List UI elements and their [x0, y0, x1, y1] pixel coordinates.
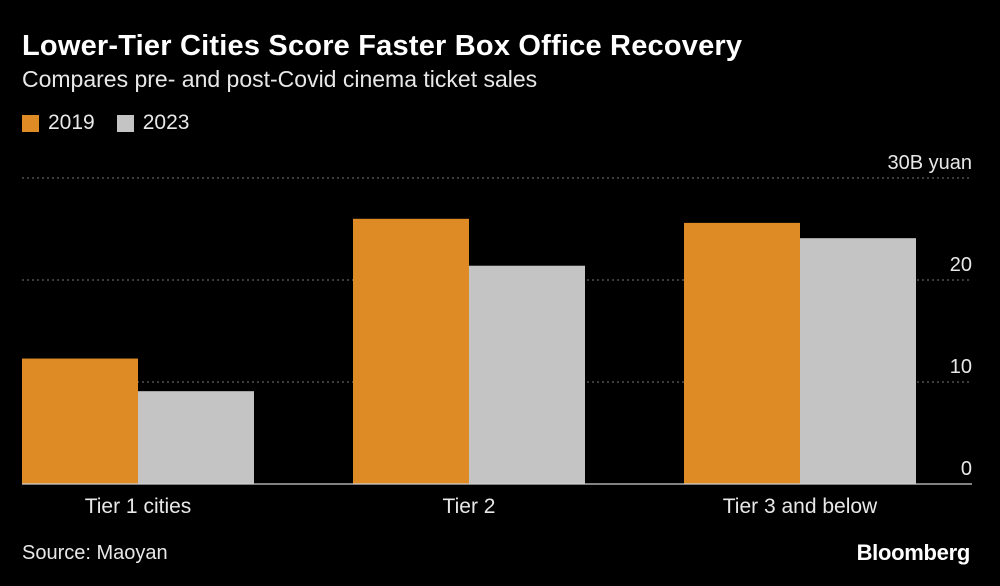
y-tick-label-20: 20	[950, 254, 972, 276]
legend-swatch-2019	[22, 114, 39, 132]
legend: 2019 2023	[22, 111, 211, 135]
legend-label-2023: 2023	[142, 111, 190, 134]
y-tick-label-30: 30B yuan	[887, 152, 972, 174]
x-tick-label-2: Tier 3 and below	[723, 495, 878, 518]
legend-label-2019: 2019	[48, 111, 95, 134]
bar-2023-1	[469, 265, 585, 484]
bar-2019-2	[684, 222, 800, 484]
chart-title: Lower-Tier Cities Score Faster Box Offic…	[22, 30, 743, 62]
legend-item-2019: 2019	[22, 111, 95, 135]
y-tick-label-10: 10	[950, 356, 972, 378]
bar-2019-1	[353, 218, 469, 485]
bloomberg-logo: Bloomberg	[856, 540, 971, 565]
chart-subtitle: Compares pre- and post-Covid cinema tick…	[22, 66, 538, 92]
source-note: Source: Maoyan	[22, 542, 168, 564]
bar-2023-0	[138, 391, 254, 484]
bar-2023-2	[800, 238, 916, 484]
x-tick-label-1: Tier 2	[443, 495, 496, 518]
y-tick-label-0: 0	[961, 458, 972, 480]
bar-2019-0	[22, 358, 138, 484]
legend-item-2023: 2023	[116, 111, 190, 135]
x-tick-label-0: Tier 1 cities	[85, 495, 192, 518]
legend-swatch-2023	[116, 114, 134, 132]
